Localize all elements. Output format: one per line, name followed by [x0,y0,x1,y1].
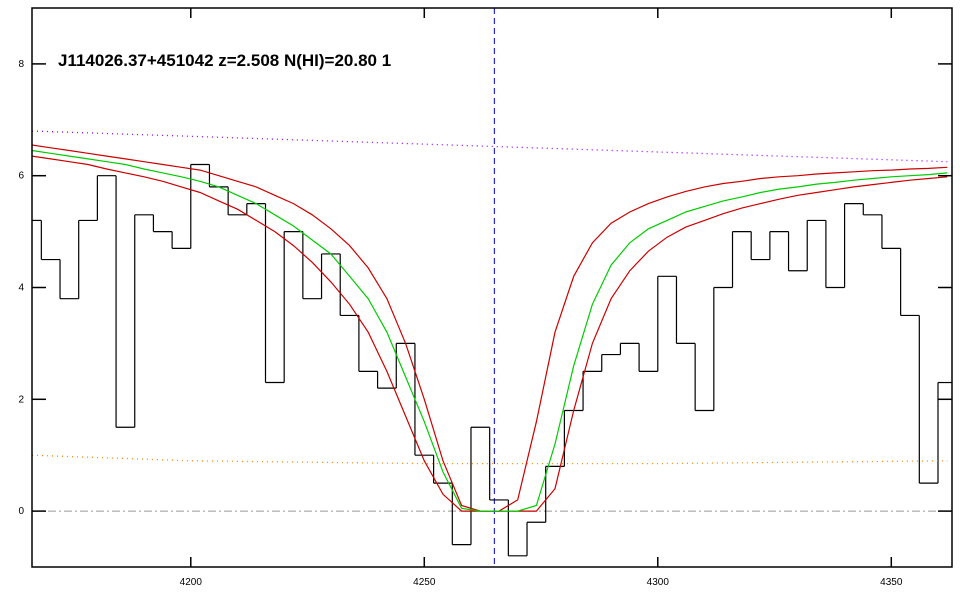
y-tick-label: 2 [18,394,24,405]
x-tick-label: 4200 [180,577,203,588]
chart-title: J114026.37+451042 z=2.508 N(HI)=20.80 1 [58,51,391,70]
x-tick-label: 4350 [880,577,903,588]
x-tick-label: 4250 [413,577,436,588]
model-line [31,149,948,512]
y-tick-label: 4 [18,283,24,294]
y-tick-label: 8 [18,59,24,70]
y-tick-label: 6 [18,171,24,182]
y-tick-label: 0 [18,506,24,517]
model-line [31,454,948,465]
x-tick-label: 4300 [647,577,670,588]
